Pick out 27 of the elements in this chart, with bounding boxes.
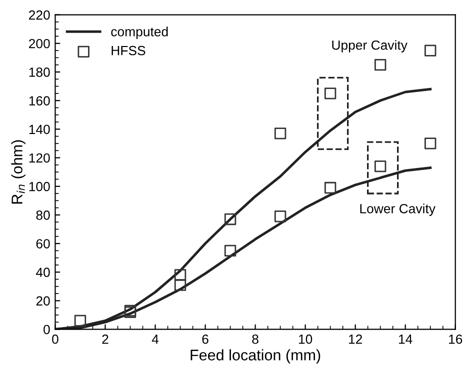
x-tick-label: 4 (152, 334, 159, 344)
y-tick-label: 180 (29, 68, 50, 77)
annotation: Lower Cavity (360, 204, 436, 216)
legend-label: HFSS (112, 46, 146, 56)
x-tick-label: 10 (298, 334, 312, 344)
x-tick-label: 8 (252, 334, 258, 344)
y-tick-label: 120 (29, 153, 50, 163)
y-tick-label: 220 (29, 10, 50, 20)
y-tick-label: 160 (29, 96, 50, 106)
y-axis-title: R$_{in}$ (ohm) (11, 140, 26, 204)
x-tick-label: 14 (399, 334, 412, 344)
y-tick-label: 100 (29, 182, 50, 192)
y-tick-label: 0 (44, 324, 50, 334)
x-tick-label: 0 (52, 334, 58, 344)
y-tick-label: 80 (36, 210, 50, 220)
x-tick-label: 6 (202, 334, 208, 344)
y-tick-label: 20 (36, 296, 50, 306)
x-axis-title: Feed location (mm) (190, 349, 320, 364)
y-tick-label: 60 (36, 239, 50, 248)
x-tick-label: 12 (349, 334, 362, 344)
y-tick-label: 200 (29, 38, 50, 48)
y-tick-label: 140 (29, 124, 50, 134)
annotation: Upper Cavity (332, 40, 408, 52)
x-tick-label: 16 (449, 334, 462, 344)
legend-label: computed (111, 26, 168, 39)
y-tick-label: 40 (36, 268, 50, 278)
x-tick-label: 2 (102, 334, 108, 344)
